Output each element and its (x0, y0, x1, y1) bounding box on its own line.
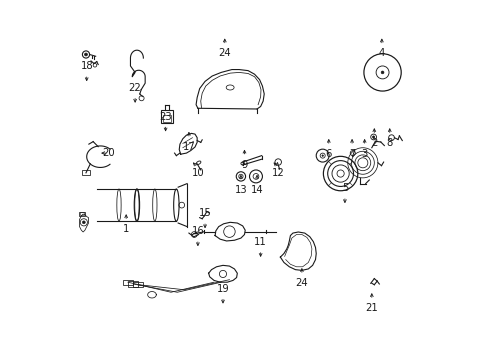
Text: 14: 14 (250, 185, 263, 195)
Text: 17: 17 (182, 141, 195, 152)
Text: 20: 20 (102, 148, 114, 158)
Text: 19: 19 (216, 284, 229, 294)
Text: 7: 7 (348, 149, 355, 159)
Text: 21: 21 (365, 303, 377, 313)
Text: 12: 12 (272, 168, 285, 178)
Text: 13: 13 (234, 185, 247, 195)
Text: 10: 10 (191, 168, 204, 178)
Text: 1: 1 (122, 224, 129, 234)
Bar (122, 280, 132, 285)
Text: 8: 8 (386, 138, 392, 148)
Text: 2: 2 (370, 138, 377, 148)
Text: 4: 4 (378, 48, 384, 58)
Text: 24: 24 (218, 48, 231, 58)
Text: 9: 9 (241, 159, 247, 170)
Text: 15: 15 (198, 208, 211, 219)
Text: 16: 16 (191, 226, 204, 236)
Bar (80, 212, 83, 215)
Bar (79, 212, 84, 216)
Bar (133, 282, 143, 287)
Text: 23: 23 (159, 112, 172, 122)
Text: 5: 5 (341, 183, 347, 193)
Bar (81, 170, 90, 175)
Bar (161, 110, 172, 123)
Circle shape (321, 155, 323, 156)
Circle shape (380, 71, 383, 74)
Text: 11: 11 (254, 237, 266, 247)
Text: 6: 6 (325, 149, 331, 159)
Circle shape (84, 53, 87, 56)
Circle shape (372, 136, 374, 138)
Bar (163, 115, 171, 122)
Text: 3: 3 (361, 149, 367, 159)
Circle shape (82, 221, 85, 224)
Text: 18: 18 (80, 61, 93, 71)
Text: 22: 22 (128, 83, 141, 93)
Bar (128, 282, 138, 287)
Text: 24: 24 (295, 278, 307, 288)
